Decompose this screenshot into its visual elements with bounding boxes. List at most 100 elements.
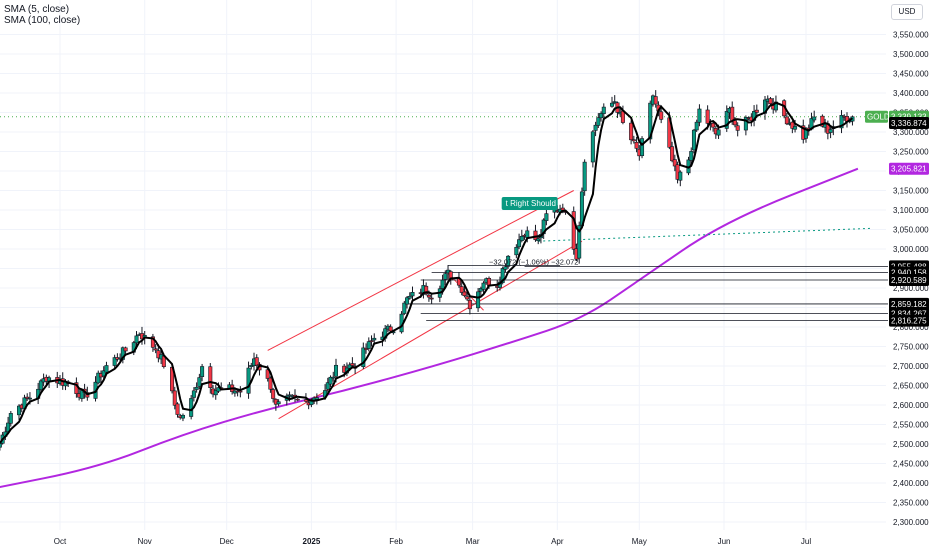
sma100-price-label: 3,205.821 bbox=[891, 165, 927, 174]
y-tick-label: 3,400.000 bbox=[893, 89, 929, 98]
candle-body bbox=[350, 363, 355, 366]
candle-body bbox=[388, 326, 393, 332]
candle-body bbox=[101, 370, 106, 377]
sma100-price-label-box bbox=[889, 162, 929, 175]
candle-body bbox=[500, 268, 505, 283]
candle-body bbox=[711, 122, 716, 128]
candle-body bbox=[369, 340, 374, 342]
candle-body bbox=[426, 294, 431, 298]
candle-body bbox=[328, 376, 333, 385]
candle-body bbox=[265, 369, 270, 379]
candle-body bbox=[407, 295, 412, 299]
candle-body bbox=[481, 282, 486, 290]
measure-label: −32.072 (−1.06%) −32.072 bbox=[489, 258, 578, 267]
candle-body bbox=[303, 399, 308, 402]
candle-body bbox=[670, 146, 675, 162]
candle-body bbox=[254, 357, 259, 366]
candle-body bbox=[478, 288, 483, 292]
x-tick-label: Feb bbox=[389, 537, 403, 546]
time-axis[interactable]: Oct Nov Dec 2025 Feb Mar Apr May Jun Jul bbox=[54, 537, 812, 546]
candle-body bbox=[172, 390, 177, 406]
y-tick-label: 3,000.000 bbox=[893, 245, 929, 254]
candle-body bbox=[134, 335, 139, 344]
y-tick-label: 2,650.000 bbox=[893, 382, 929, 391]
candle-body bbox=[287, 394, 292, 397]
candle-body bbox=[828, 129, 833, 133]
currency-button[interactable]: USD bbox=[891, 4, 923, 20]
symbol-tag-box bbox=[865, 110, 888, 123]
price-labels-layer: GOLD3,339.1333,336.8743,205.8212,955.488… bbox=[865, 110, 929, 327]
candle-body bbox=[405, 297, 410, 305]
candle-body bbox=[544, 213, 549, 221]
candle-body bbox=[153, 348, 158, 351]
candle-body bbox=[0, 443, 2, 448]
candle-body bbox=[525, 230, 530, 238]
candle-body bbox=[519, 235, 524, 242]
chart-grid bbox=[0, 0, 886, 530]
candle-body bbox=[609, 102, 614, 107]
y-tick-label: 3,150.000 bbox=[893, 187, 929, 196]
x-tick-label: Nov bbox=[138, 537, 152, 546]
x-tick-label: Jun bbox=[718, 537, 731, 546]
y-tick-label: 2,750.000 bbox=[893, 343, 929, 352]
candle-body bbox=[96, 372, 101, 384]
candle-body bbox=[631, 139, 636, 142]
candle-body bbox=[295, 398, 300, 401]
candle-body bbox=[691, 129, 696, 151]
y-tick-label: 2,450.000 bbox=[893, 460, 929, 469]
candle-body bbox=[653, 96, 658, 105]
candle-body bbox=[640, 138, 645, 156]
sma-5-layer bbox=[0, 101, 854, 444]
y-tick-label: 2,700.000 bbox=[893, 362, 929, 371]
candle-body bbox=[839, 115, 844, 129]
pattern-label-box bbox=[501, 196, 558, 210]
x-tick-label: 2025 bbox=[303, 537, 321, 546]
y-tick-label: 2,350.000 bbox=[893, 499, 929, 508]
sma-100-line bbox=[0, 167, 859, 489]
candle-body bbox=[372, 337, 377, 341]
candle-body bbox=[476, 291, 481, 309]
candle-body bbox=[716, 129, 721, 136]
candle-body bbox=[820, 115, 825, 127]
candle-body bbox=[793, 126, 798, 130]
x-tick-label: Apr bbox=[551, 537, 564, 546]
candle-body bbox=[582, 161, 587, 192]
y-tick-label: 3,050.000 bbox=[893, 226, 929, 235]
indicator-legend: SMA (5, close) SMA (100, close) bbox=[4, 4, 80, 26]
candle-body bbox=[175, 403, 180, 415]
level-price-label: 2,834.267 bbox=[891, 310, 927, 319]
candle-body bbox=[705, 109, 710, 124]
candle-body bbox=[601, 106, 606, 114]
candle-body bbox=[812, 116, 817, 121]
candle-body bbox=[17, 405, 22, 416]
candle-body bbox=[331, 376, 336, 379]
candle-body bbox=[612, 101, 617, 103]
legend-sma5[interactable]: SMA (5, close) bbox=[4, 4, 70, 15]
y-tick-label: 2,500.000 bbox=[893, 440, 929, 449]
candle-body bbox=[462, 291, 467, 296]
candle-body bbox=[429, 297, 434, 300]
legend-sma100[interactable]: SMA (100, close) bbox=[4, 15, 81, 26]
candle-body bbox=[208, 366, 213, 389]
candle-body bbox=[506, 255, 511, 267]
candle-body bbox=[514, 247, 519, 256]
x-tick-label: Dec bbox=[220, 537, 234, 546]
candle-body bbox=[189, 398, 194, 417]
candle-body bbox=[743, 117, 748, 131]
y-tick-label: 2,600.000 bbox=[893, 401, 929, 410]
candles-layer bbox=[0, 90, 855, 451]
candle-body bbox=[678, 171, 683, 181]
trend-channel-layer bbox=[267, 190, 872, 420]
candle-body bbox=[533, 230, 538, 241]
candle-body bbox=[768, 98, 773, 104]
candle-body bbox=[467, 299, 472, 310]
candle-body bbox=[246, 367, 251, 394]
candle-body bbox=[648, 102, 653, 140]
candle-body bbox=[200, 366, 205, 377]
sma-100-layer bbox=[0, 167, 859, 489]
candle-body bbox=[629, 122, 634, 141]
candle-body bbox=[443, 273, 448, 280]
x-tick-label: Jul bbox=[801, 537, 811, 546]
candle-body bbox=[366, 341, 371, 349]
